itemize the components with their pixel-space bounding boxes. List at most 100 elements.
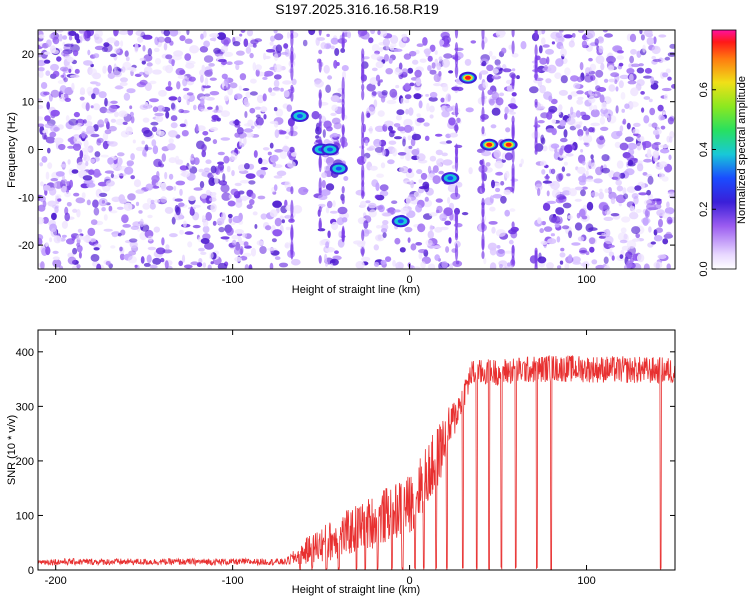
spectrogram-noise-blob <box>616 50 624 54</box>
spectrogram-noise-blob <box>179 69 186 75</box>
spectrogram-noise-blob <box>181 254 186 263</box>
spectrogram-noise-blob <box>152 106 159 113</box>
spectrogram-noise-blob <box>377 110 385 117</box>
spectrogram-noise-blob <box>326 126 333 132</box>
spectrogram-noise-blob <box>376 225 382 229</box>
spectrogram-noise-blob <box>403 124 413 133</box>
spectrogram-noise-blob <box>183 94 190 100</box>
spectrogram-noise-blob <box>223 51 234 58</box>
spectrogram-noise-blob <box>433 83 442 87</box>
spectrogram-noise-blob <box>382 38 390 47</box>
spectrogram-noise-blob <box>626 122 631 130</box>
spectrogram-noise-blob <box>201 215 206 222</box>
spectrogram-noise-blob <box>622 187 627 195</box>
spectrogram-noise-blob <box>375 234 385 242</box>
spectrogram-noise-blob <box>424 196 429 202</box>
spectrogram-noise-blob <box>404 99 410 104</box>
spectrogram-noise-blob <box>174 198 183 202</box>
spectrogram-noise-blob <box>275 108 284 117</box>
spectrogram-noise-blob <box>343 176 349 181</box>
spectrogram-noise-blob <box>542 202 551 211</box>
spectrogram-noise-blob <box>249 107 256 114</box>
spectrogram-noise-blob <box>272 200 282 208</box>
spectrogram-noise-blob <box>503 189 511 195</box>
spectrogram-streak <box>511 162 515 177</box>
spectrogram-noise-blob <box>38 67 45 72</box>
spectrogram-noise-blob <box>282 145 290 153</box>
spectrogram-noise-blob <box>492 68 499 74</box>
spectrogram-noise-blob <box>384 54 389 62</box>
spectrogram-noise-blob <box>404 152 412 162</box>
spectrogram-noise-blob <box>97 119 105 128</box>
spectrogram-hotspot <box>329 162 348 175</box>
spectrogram-noise-blob <box>449 263 453 269</box>
spectrogram-noise-blob <box>501 47 507 54</box>
spectrogram-streak <box>454 30 459 39</box>
spectrogram-noise-blob <box>182 220 187 228</box>
spectrogram-noise-blob <box>256 94 265 104</box>
spectrogram-noise-blob <box>657 104 664 112</box>
spectrogram-noise-blob <box>441 83 449 92</box>
spectrogram-noise-blob <box>388 57 393 64</box>
spectrogram-noise-blob <box>659 172 663 180</box>
spectrogram-noise-blob <box>429 44 436 52</box>
spectrogram-noise-blob <box>92 87 100 96</box>
spectrogram-noise-blob <box>624 136 634 143</box>
spectrogram-noise-blob <box>607 187 613 195</box>
spectrogram-noise-blob <box>60 74 65 78</box>
spectrogram-streak <box>481 90 485 107</box>
spectrogram-noise-blob <box>573 82 581 89</box>
spectrogram-noise-blob <box>151 175 160 183</box>
spectrogram-noise-blob <box>86 86 94 95</box>
spectrogram-noise-blob <box>432 175 441 185</box>
spectrogram-noise-blob <box>63 43 74 47</box>
spectrogram-noise-blob <box>61 50 69 57</box>
spectrogram-noise-blob <box>152 185 160 189</box>
spectrogram-noise-blob <box>135 189 145 194</box>
spectrogram-noise-field <box>38 30 675 269</box>
spectrogram-noise-blob <box>242 233 248 238</box>
spectrogram-noise-blob <box>651 45 661 55</box>
spectrogram-noise-blob <box>619 239 628 244</box>
spectrogram-noise-blob <box>237 236 242 243</box>
x-tick-label: -100 <box>222 575 244 587</box>
spectrogram-noise-blob <box>252 43 257 48</box>
spectrogram-noise-blob <box>52 70 60 78</box>
spectrogram-noise-blob <box>45 242 49 248</box>
spectrogram-noise-blob <box>649 107 656 116</box>
spectrogram-noise-blob <box>632 128 640 134</box>
spectrogram-noise-blob <box>213 47 221 55</box>
spectrogram-streak <box>361 53 365 65</box>
spectrogram-noise-blob <box>59 96 66 102</box>
spectrogram-noise-blob <box>52 250 59 254</box>
spectrogram-noise-blob <box>83 139 89 148</box>
spectrogram-noise-blob <box>559 119 567 127</box>
spectrogram-noise-blob <box>540 30 546 35</box>
spectrogram-streak <box>511 40 515 55</box>
spectrogram-noise-blob <box>439 39 443 47</box>
spectrogram-noise-blob <box>486 64 494 72</box>
spectrogram-noise-blob <box>72 49 79 57</box>
spectrogram-noise-blob <box>541 169 546 175</box>
spectrogram-noise-blob <box>481 150 492 157</box>
spectrogram-noise-blob <box>360 200 367 208</box>
spectrogram-noise-blob <box>152 69 162 75</box>
spectrogram-noise-blob <box>380 95 386 103</box>
spectrogram-noise-blob <box>143 262 151 267</box>
spectrogram-noise-blob <box>417 223 426 233</box>
spectrogram-noise-blob <box>582 134 593 144</box>
spectrogram-noise-blob <box>45 246 51 256</box>
spectrogram-noise-blob <box>76 264 81 269</box>
spectrogram-noise-blob <box>603 256 609 264</box>
spectrogram-noise-blob <box>418 186 429 190</box>
spectrogram-noise-blob <box>558 89 569 96</box>
spectrogram-noise-blob <box>427 165 432 174</box>
spectrogram-noise-blob <box>563 34 573 39</box>
spectrogram-noise-blob <box>366 147 374 151</box>
spectrogram-noise-blob <box>265 49 276 53</box>
spectrogram-noise-blob <box>71 169 79 174</box>
spectrogram-noise-blob <box>613 171 622 181</box>
spectrogram-noise-blob <box>397 126 406 132</box>
spectrogram-noise-blob <box>234 93 243 100</box>
spectrogram-noise-blob <box>407 168 412 174</box>
